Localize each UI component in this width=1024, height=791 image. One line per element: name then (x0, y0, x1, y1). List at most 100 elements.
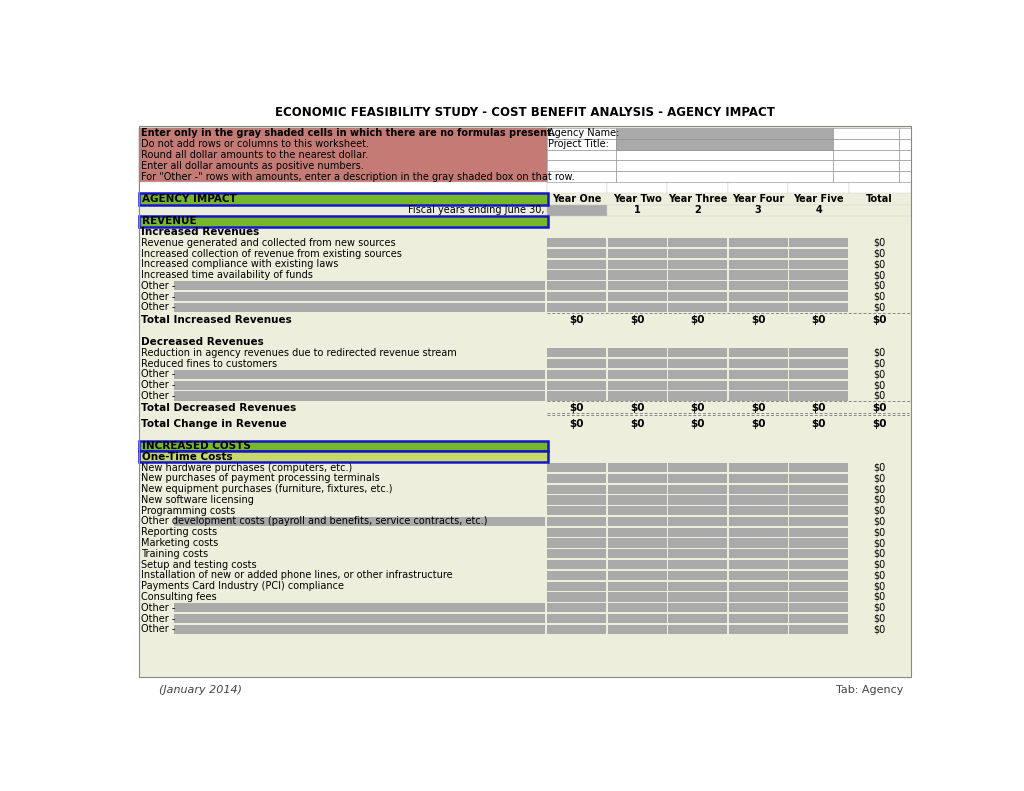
Bar (729, 249, 787, 258)
Bar (729, 271, 787, 280)
Bar (174, 603, 545, 612)
Text: Revenue generated and collected from new sources: Revenue generated and collected from new… (141, 238, 396, 248)
Bar (607, 528, 667, 537)
Text: (January 2014): (January 2014) (159, 685, 242, 695)
Bar (669, 249, 727, 258)
Text: $0: $0 (873, 238, 886, 248)
Text: $0: $0 (873, 473, 886, 483)
Text: Decreased Revenues: Decreased Revenues (141, 337, 264, 347)
Text: Fiscal years ending June 30,: Fiscal years ending June 30, (408, 206, 544, 215)
Text: $0: $0 (751, 403, 765, 414)
Bar (729, 259, 787, 269)
Bar (139, 270, 910, 281)
Bar (616, 161, 834, 171)
Bar (139, 369, 910, 380)
Bar (669, 348, 727, 358)
Bar (607, 560, 667, 570)
Bar (790, 517, 848, 526)
Text: $0: $0 (751, 315, 765, 325)
Bar (607, 625, 667, 634)
Text: $0: $0 (873, 391, 886, 401)
Bar (547, 603, 606, 612)
Text: $0: $0 (873, 505, 886, 516)
Text: Do not add rows or columns to this worksheet.: Do not add rows or columns to this works… (141, 139, 370, 149)
Bar (669, 380, 727, 390)
Bar (616, 171, 834, 182)
Text: Other -: Other - (141, 391, 175, 401)
Bar (607, 614, 667, 623)
Bar (139, 128, 910, 182)
Bar (547, 303, 606, 312)
Text: $0: $0 (873, 292, 886, 301)
Bar (616, 128, 834, 138)
Text: Consulting fees: Consulting fees (141, 592, 217, 602)
Bar (790, 549, 848, 558)
Bar (669, 474, 727, 483)
Text: $0: $0 (873, 348, 886, 358)
Text: Other -: Other - (141, 369, 175, 380)
Bar (729, 359, 787, 369)
Text: REVENUE: REVENUE (142, 216, 197, 226)
Text: $0: $0 (690, 418, 705, 429)
Text: Training costs: Training costs (141, 549, 208, 558)
Bar (139, 570, 910, 581)
Text: Other -: Other - (141, 603, 175, 613)
Bar (174, 303, 545, 312)
Bar (669, 303, 727, 312)
Text: For "Other -" rows with amounts, enter a description in the gray shaded box on t: For "Other -" rows with amounts, enter a… (141, 172, 574, 182)
Bar (729, 549, 787, 558)
Bar (729, 463, 787, 472)
Bar (790, 292, 848, 301)
Text: 2: 2 (694, 206, 701, 215)
Bar (547, 149, 616, 161)
Text: $0: $0 (873, 549, 886, 558)
Bar (547, 138, 616, 149)
Bar (669, 549, 727, 558)
Bar (139, 624, 910, 634)
Bar (139, 418, 910, 430)
Bar (834, 161, 899, 171)
Bar (790, 282, 848, 290)
Bar (607, 592, 667, 602)
Bar (139, 281, 910, 291)
Bar (547, 348, 606, 358)
Text: $0: $0 (873, 517, 886, 527)
Text: Other -: Other - (141, 302, 175, 312)
Text: Other development costs (payroll and benefits, service contracts, etc.): Other development costs (payroll and ben… (141, 517, 487, 527)
Bar (139, 527, 910, 538)
Bar (547, 392, 606, 400)
Text: Tab: Agency: Tab: Agency (836, 685, 903, 695)
Bar (547, 161, 616, 171)
Bar (790, 571, 848, 580)
Bar (139, 182, 547, 193)
Bar (607, 539, 667, 547)
Text: Project Title:: Project Title: (548, 139, 609, 149)
Text: Total: Total (866, 194, 893, 204)
Bar (139, 302, 910, 312)
Bar (790, 271, 848, 280)
Text: New hardware purchases (computers, etc.): New hardware purchases (computers, etc.) (141, 463, 352, 472)
Bar (668, 182, 728, 193)
Text: 4: 4 (815, 206, 822, 215)
Bar (174, 282, 545, 290)
Bar (607, 303, 667, 312)
Bar (547, 205, 607, 216)
Text: Increased compliance with existing laws: Increased compliance with existing laws (141, 259, 339, 269)
Bar (139, 237, 910, 248)
Bar (547, 485, 606, 494)
Bar (669, 485, 727, 494)
Text: Marketing costs: Marketing costs (141, 538, 218, 548)
Bar (790, 463, 848, 472)
Bar (669, 506, 727, 516)
Bar (899, 149, 910, 161)
Text: AGENCY IMPACT: AGENCY IMPACT (142, 194, 237, 204)
Bar (139, 291, 910, 302)
Bar (607, 392, 667, 400)
Text: 3: 3 (755, 206, 762, 215)
Text: $0: $0 (873, 603, 886, 613)
Bar (790, 485, 848, 494)
Text: Year Four: Year Four (732, 194, 784, 204)
Text: New equipment purchases (furniture, fixtures, etc.): New equipment purchases (furniture, fixt… (141, 484, 392, 494)
Bar (899, 171, 910, 182)
Bar (139, 205, 910, 216)
